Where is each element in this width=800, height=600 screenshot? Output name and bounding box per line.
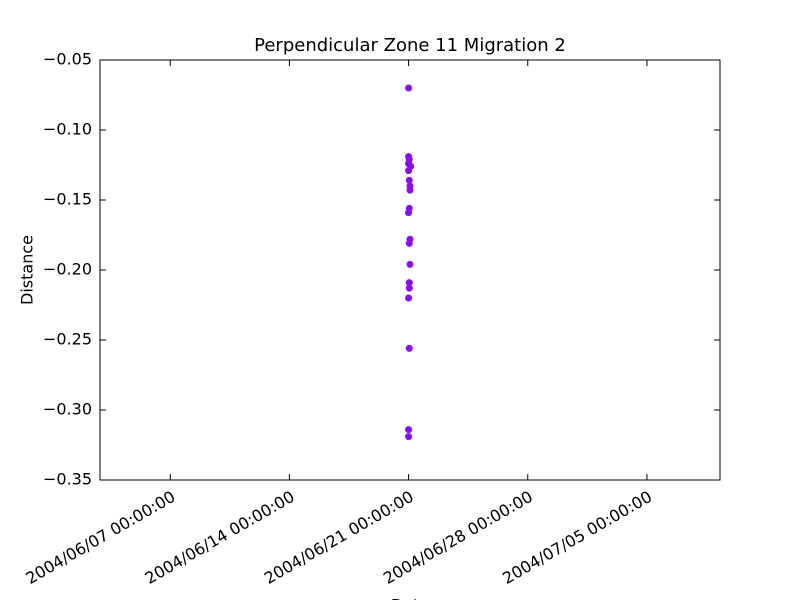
y-tick-label: −0.10 <box>43 120 92 139</box>
y-tick-label: −0.25 <box>43 330 92 349</box>
y-tick-label: −0.30 <box>43 400 92 419</box>
point <box>405 209 413 217</box>
point <box>405 84 413 92</box>
y-tick-label: −0.20 <box>43 260 92 279</box>
point <box>405 284 413 292</box>
y-tick-label: −0.15 <box>43 190 92 209</box>
point <box>405 160 413 168</box>
point <box>405 279 413 287</box>
x-axis-label: Date <box>391 596 429 600</box>
point <box>405 294 413 302</box>
point <box>405 433 413 441</box>
point <box>405 344 413 352</box>
point <box>405 239 413 247</box>
chart-title: Perpendicular Zone 11 Migration 2 <box>254 35 566 56</box>
point <box>406 260 414 268</box>
y-axis-label: Distance <box>18 235 37 305</box>
y-tick-label: −0.35 <box>43 470 92 489</box>
point <box>406 186 414 194</box>
point <box>405 167 413 175</box>
point <box>405 176 413 184</box>
point <box>405 426 413 434</box>
y-tick-label: −0.05 <box>43 50 92 69</box>
